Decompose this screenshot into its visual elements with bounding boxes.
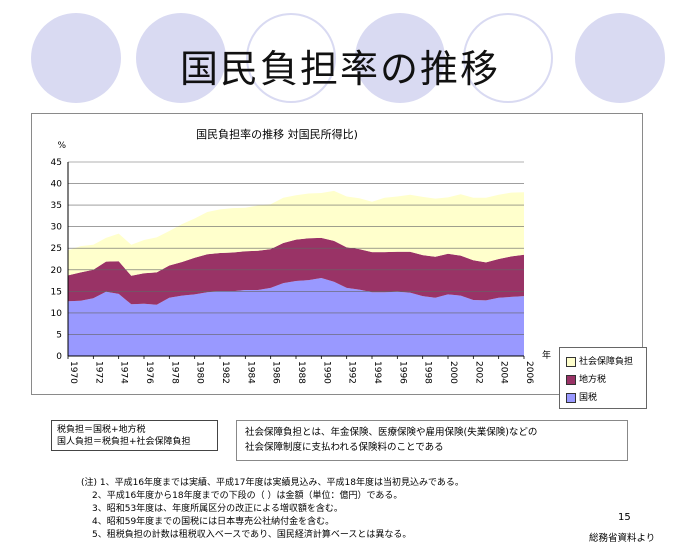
x-tick-label: 1990 <box>321 361 331 384</box>
legend-item: 国税 <box>566 390 597 403</box>
note-line: 2、平成16年度から18年度までの下段の（ ）は金額（単位：億円）である。 <box>92 491 403 501</box>
note-line: 5、租税負担の計数は租税収入ベースであり、国民経済計算ベースとは異なる。 <box>92 530 412 540</box>
y-tick-label: 15 <box>51 287 62 297</box>
x-tick-label: 1972 <box>93 361 103 384</box>
legend-label: 国税 <box>579 393 598 403</box>
x-tick-label: 1974 <box>119 361 129 384</box>
definition-line: 税負担＝国税+地方税 <box>57 425 146 435</box>
y-tick-label: 40 <box>51 180 63 190</box>
page-number: 15 <box>618 512 631 523</box>
definition-line: 国人負担＝税負担+社会保障負担 <box>57 437 191 447</box>
x-tick-label: 2004 <box>499 361 509 384</box>
y-tick-label: 30 <box>51 223 63 233</box>
y-tick-label: 20 <box>51 266 63 276</box>
y-axis-label: % <box>57 141 66 151</box>
x-tick-label: 1992 <box>347 361 357 384</box>
x-tick-label: 1984 <box>245 361 255 384</box>
x-axis-label: 年 <box>542 349 551 361</box>
x-tick-label: 1978 <box>169 361 179 384</box>
x-tick-label: 1980 <box>195 361 205 384</box>
y-tick-label: 10 <box>51 309 63 319</box>
x-tick-label: 1982 <box>220 361 230 384</box>
x-tick-label: 1998 <box>423 361 433 384</box>
decor-circle-5 <box>463 13 553 103</box>
legend-item: 社会保障負担 <box>566 354 633 367</box>
x-tick-label: 1988 <box>296 361 306 384</box>
y-tick-label: 5 <box>56 330 62 340</box>
decor-circle-6 <box>575 13 665 103</box>
slide-title: 国民負担率の推移 <box>179 47 500 91</box>
y-tick-label: 35 <box>51 201 62 211</box>
decor-circle-4 <box>355 13 445 103</box>
insurance-line: 社会保障制度に支払われる保険料のことである <box>245 442 444 453</box>
legend-label: 社会保障負担 <box>579 357 634 367</box>
x-tick-label: 2002 <box>473 361 483 384</box>
legend-swatch <box>566 356 576 367</box>
chart-title: 国民負担率の推移 対国民所得比) <box>196 127 358 141</box>
x-tick-label: 1996 <box>397 361 407 384</box>
y-tick-label: 45 <box>51 158 62 168</box>
stacked-area-chart: 国民負担率の推移 対国民所得比)% 0 5 10 15 20 25 30 35 40 45 1970 1… <box>51 127 551 384</box>
note-line: 3、昭和53年度は、年度所属区分の改正による増収額を含む。 <box>92 504 343 514</box>
x-tick-label: 1970 <box>68 361 78 384</box>
x-tick-label: 2006 <box>524 361 534 384</box>
decor-circle-3 <box>246 13 336 103</box>
x-tick-label: 2000 <box>448 361 458 384</box>
note-line: 4、昭和59年度までの国税には日本専売公社納付金を含む。 <box>92 517 335 527</box>
y-tick-label: 25 <box>51 244 62 254</box>
legend-swatch <box>566 374 576 385</box>
definition-box: 税負担＝国税+地方税 国人負担＝税負担+社会保障負担 <box>51 420 218 451</box>
area-series-3 <box>68 190 524 276</box>
decor-circle-2 <box>136 13 226 103</box>
insurance-line: 社会保障負担とは、年金保険、医療保険や雇用保険(失業保険)などの <box>245 427 538 438</box>
notes: (注) 1、平成16年度までは実績、平成17年度は実績見込み、平成18年度は当初… <box>81 477 641 542</box>
y-tick-label: 0 <box>56 352 62 362</box>
decor-circle-1 <box>31 13 121 103</box>
area-series-2 <box>68 237 524 305</box>
legend-label: 地方税 <box>579 375 607 385</box>
legend-swatch <box>566 392 576 403</box>
insurance-explanation-box: 社会保障負担とは、年金保険、医療保険や雇用保険(失業保険)などの 社会保障制度に… <box>236 420 628 461</box>
area-series-1 <box>68 278 524 356</box>
x-tick-label: 1976 <box>144 361 154 384</box>
legend-item: 地方税 <box>566 372 606 385</box>
x-tick-label: 1994 <box>372 361 382 384</box>
source-credit: 総務省資料より <box>589 533 656 544</box>
x-tick-label: 1986 <box>271 361 281 384</box>
chart-legend: 社会保障負担 地方税国税 <box>559 347 647 409</box>
note-line: (注) 1、平成16年度までは実績、平成17年度は実績見込み、平成18年度は当初… <box>81 478 464 488</box>
chart-container: 国民負担率の推移 対国民所得比)% 0 5 10 15 20 25 30 35 40 45 1970 1… <box>31 113 647 409</box>
